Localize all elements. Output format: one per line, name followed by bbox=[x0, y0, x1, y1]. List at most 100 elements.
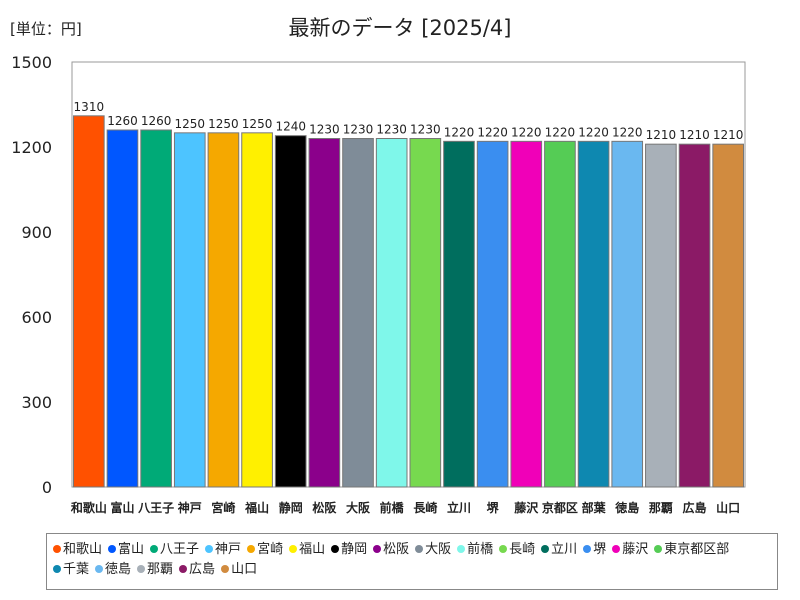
x-tick-label: 那覇 bbox=[649, 501, 673, 515]
legend-label: 前橋 bbox=[467, 542, 494, 557]
bar bbox=[342, 138, 374, 488]
legend-label: 那覇 bbox=[147, 562, 174, 577]
data-label: 1260 bbox=[141, 114, 172, 128]
data-label: 1220 bbox=[578, 125, 609, 139]
bar bbox=[443, 140, 475, 488]
data-label: 1240 bbox=[275, 120, 306, 134]
bar bbox=[712, 143, 744, 488]
legend-marker bbox=[457, 544, 466, 553]
legend-item: 藤沢 bbox=[612, 540, 648, 560]
legend-label: 東京都区部 bbox=[664, 542, 730, 557]
x-tick-label: 前橋 bbox=[380, 500, 405, 515]
legend-item: 広島 bbox=[179, 560, 215, 580]
x-tick-label: 藤沢 bbox=[513, 500, 539, 515]
data-label: 1210 bbox=[679, 128, 710, 142]
legend-label: 広島 bbox=[189, 562, 216, 577]
chart-title: 最新のデータ [2025/4] bbox=[288, 16, 512, 40]
legend-item: 前橋 bbox=[457, 540, 493, 560]
unit-label: [単位：円] bbox=[10, 20, 82, 38]
legend-item: 山口 bbox=[221, 560, 257, 580]
bar bbox=[510, 140, 543, 488]
y-tick-label: 0 bbox=[42, 478, 52, 497]
bar bbox=[73, 115, 105, 488]
y-tick-label: 300 bbox=[21, 393, 52, 412]
data-label: 1230 bbox=[376, 123, 407, 137]
data-label: 1250 bbox=[242, 117, 273, 131]
bar bbox=[577, 140, 610, 488]
legend-item: 徳島 bbox=[95, 560, 131, 580]
bar bbox=[645, 143, 677, 488]
bar bbox=[173, 132, 206, 488]
data-label: 1230 bbox=[309, 123, 340, 137]
bar bbox=[544, 140, 576, 488]
bar bbox=[308, 138, 341, 488]
legend-label: 徳島 bbox=[105, 562, 132, 577]
bar bbox=[241, 132, 273, 488]
x-tick-label: 部葉 bbox=[582, 500, 607, 515]
legend-item: 宮崎 bbox=[247, 540, 283, 560]
legend-label: 山口 bbox=[231, 562, 258, 577]
legend-marker bbox=[179, 564, 188, 573]
bar bbox=[274, 135, 307, 488]
x-tick-label: 立川 bbox=[447, 500, 471, 515]
legend-marker bbox=[415, 544, 424, 553]
legend-marker bbox=[205, 544, 214, 553]
legend-marker bbox=[583, 544, 592, 553]
legend-marker bbox=[53, 564, 61, 573]
data-label: 1220 bbox=[612, 125, 643, 139]
x-tick-label: 京都区 bbox=[542, 500, 578, 515]
legend-marker bbox=[654, 544, 663, 553]
data-label: 1210 bbox=[713, 128, 744, 142]
legend-label: 大阪 bbox=[425, 542, 452, 557]
legend-label: 堺 bbox=[593, 542, 607, 557]
data-label: 1220 bbox=[477, 125, 508, 139]
x-tick-label: 山口 bbox=[716, 500, 740, 515]
legend-label: 和歌山 bbox=[63, 542, 103, 557]
legend-item: 堺 bbox=[583, 540, 606, 560]
legend-item: 那覇 bbox=[137, 560, 173, 580]
bar-chart: 0 300 600 900 1200 1500 1310 和歌山 1260 富山 1260 八王子 12… bbox=[11, 53, 746, 515]
legend-marker bbox=[289, 544, 298, 553]
legend-label: 福山 bbox=[299, 542, 326, 557]
legend-label: 宮崎 bbox=[257, 542, 284, 557]
legend-label: 神戸 bbox=[215, 542, 242, 557]
legend-marker bbox=[95, 564, 104, 573]
legend-label: 八王子 bbox=[160, 542, 200, 557]
data-label: 1210 bbox=[646, 128, 677, 142]
legend-marker bbox=[541, 544, 550, 553]
y-tick-label: 600 bbox=[21, 308, 52, 327]
legend-item: 福山 bbox=[289, 540, 325, 560]
legend-label: 千葉 bbox=[63, 562, 90, 577]
legend-marker bbox=[373, 544, 382, 553]
legend-marker bbox=[53, 544, 61, 553]
data-label: 1220 bbox=[545, 125, 576, 139]
x-tick-label: 和歌山 bbox=[70, 500, 107, 515]
x-tick-label: 宮崎 bbox=[211, 500, 235, 515]
legend-label: 長崎 bbox=[509, 542, 536, 557]
legend-label: 松阪 bbox=[383, 542, 410, 557]
legend-item: 長崎 bbox=[499, 540, 535, 560]
x-tick-label: 大阪 bbox=[346, 500, 371, 515]
legend-item: 大阪 bbox=[415, 540, 451, 560]
legend-item: 千葉 bbox=[53, 560, 89, 580]
x-tick-label: 福山 bbox=[244, 500, 269, 515]
data-label: 1220 bbox=[444, 125, 475, 139]
x-tick-label: 八王子 bbox=[137, 501, 174, 515]
data-label: 1230 bbox=[410, 123, 441, 137]
y-tick-label: 1500 bbox=[11, 53, 52, 72]
legend-item: 神戸 bbox=[205, 540, 241, 560]
data-label: 1220 bbox=[511, 125, 542, 139]
legend-marker bbox=[221, 564, 230, 573]
legend-marker bbox=[331, 544, 340, 553]
legend-marker bbox=[499, 544, 508, 553]
data-label: 1230 bbox=[343, 123, 374, 137]
bar bbox=[476, 140, 509, 488]
legend-label: 藤沢 bbox=[622, 542, 649, 557]
bar bbox=[106, 129, 139, 488]
legend-label: 富山 bbox=[118, 542, 145, 557]
legend-marker bbox=[612, 544, 621, 553]
x-tick-label: 堺 bbox=[487, 500, 500, 515]
x-tick-label: 静岡 bbox=[279, 500, 303, 515]
legend-label: 立川 bbox=[551, 542, 578, 557]
data-label: 1310 bbox=[74, 100, 105, 114]
